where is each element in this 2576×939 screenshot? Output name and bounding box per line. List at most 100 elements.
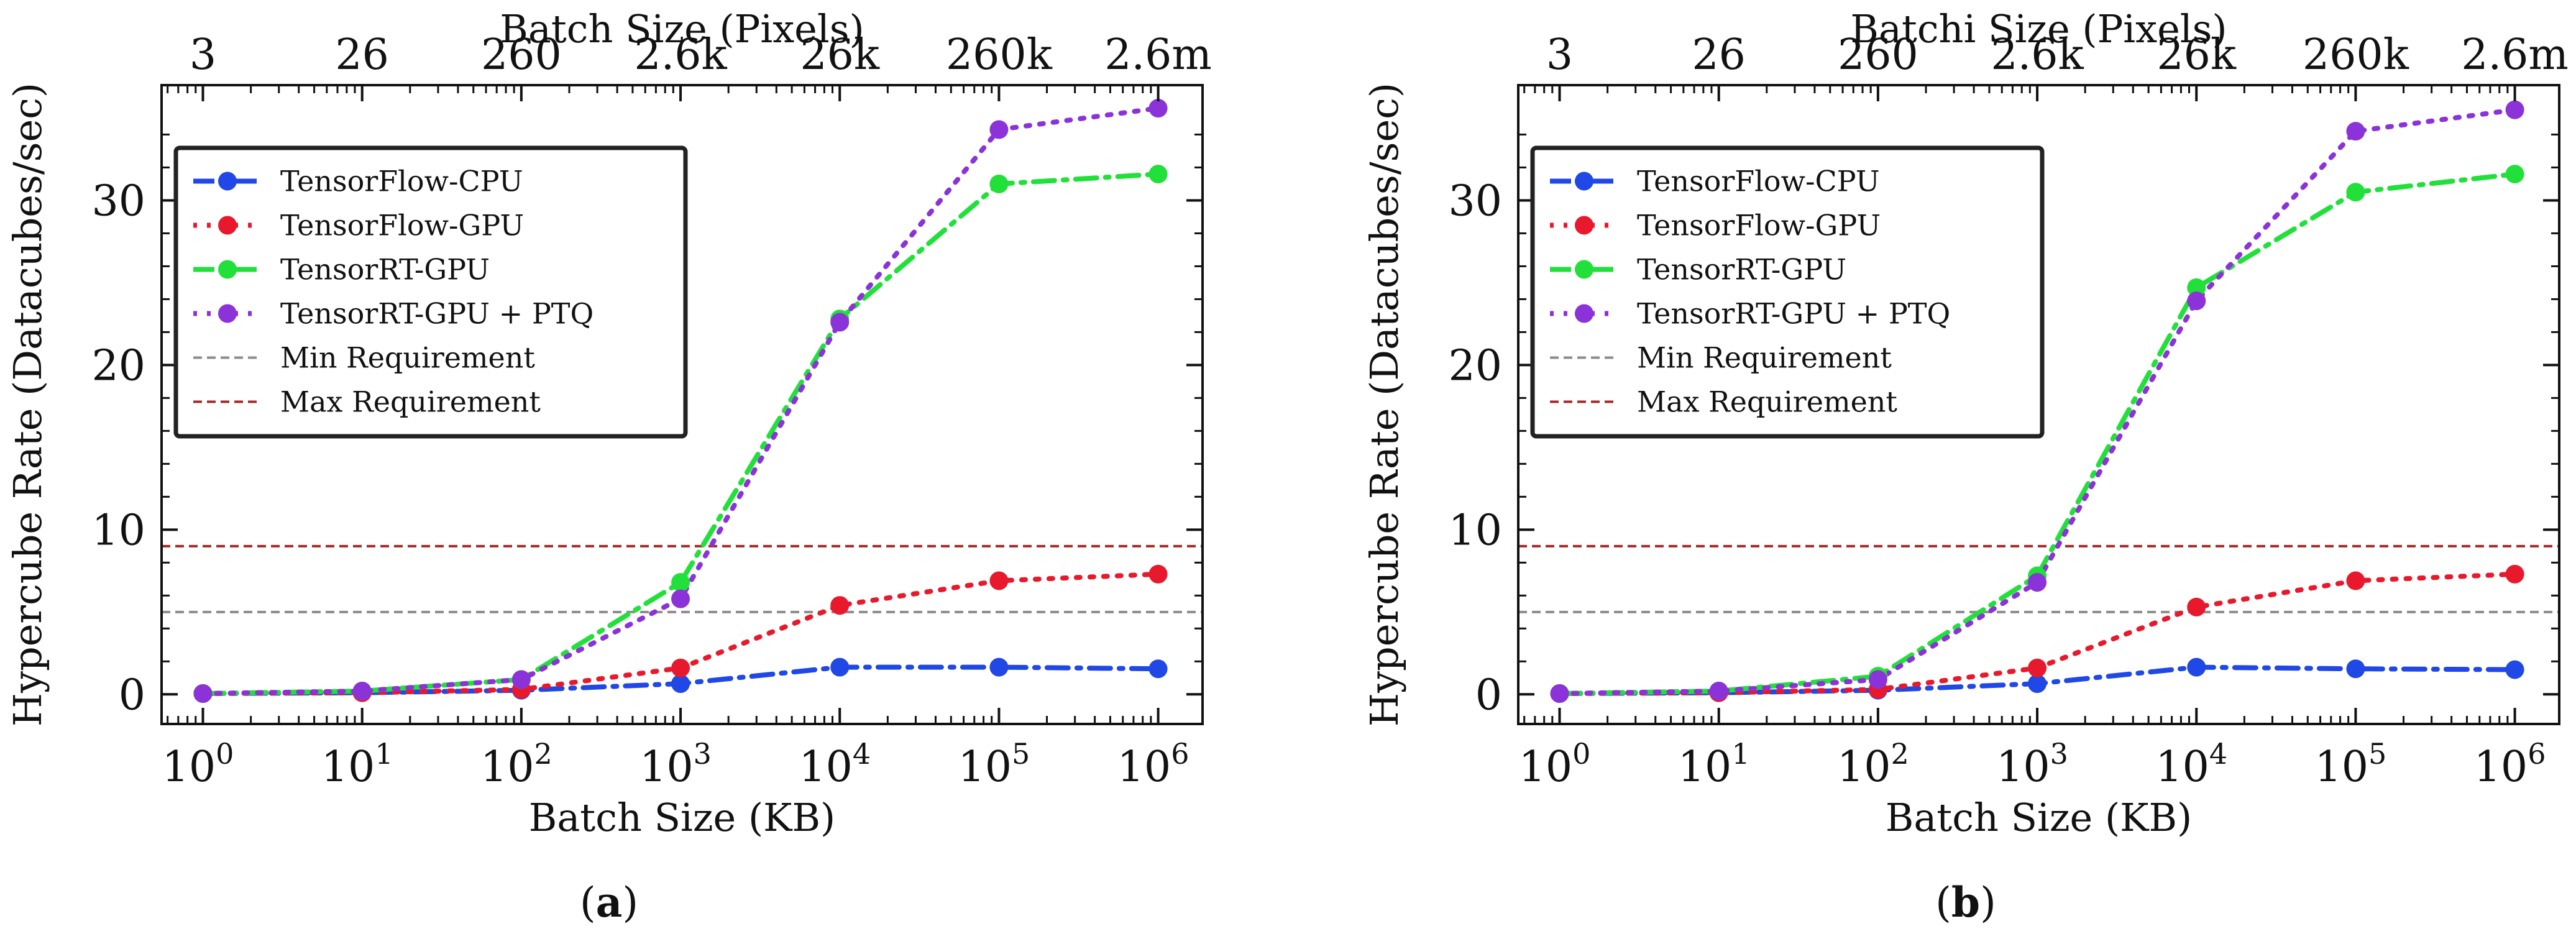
legend-label: TensorFlow-CPU bbox=[280, 165, 523, 198]
data-point-s3-6 bbox=[2505, 100, 2524, 119]
x-tick-label: 105 bbox=[2315, 737, 2387, 792]
legend: TensorFlow-CPU TensorFlow-GPU TensorRT-GPU… bbox=[173, 145, 688, 439]
x-tick-label: 104 bbox=[799, 737, 871, 792]
data-point-s0-4 bbox=[830, 657, 850, 677]
data-point-s0-4 bbox=[2187, 657, 2206, 677]
data-point-s3-2 bbox=[1868, 670, 1887, 689]
legend-label: TensorFlow-CPU bbox=[1637, 165, 1880, 198]
x-top-tick-label: 260 bbox=[481, 30, 562, 80]
data-point-s2-6 bbox=[2505, 165, 2524, 184]
legend-swatch-marker bbox=[218, 172, 237, 191]
x-top-tick-label: 2.6k bbox=[1991, 30, 2084, 80]
data-point-s1-5 bbox=[2346, 571, 2365, 590]
data-point-s3-5 bbox=[989, 120, 1009, 139]
y-tick-label: 30 bbox=[91, 176, 145, 226]
x-tick-label: 104 bbox=[2155, 737, 2227, 792]
legend-swatch-marker bbox=[218, 304, 237, 323]
chart-panel-b: 1003101261022601032.6k10426k105260k1062.… bbox=[1362, 6, 2569, 927]
axes-frame bbox=[1517, 84, 2560, 725]
data-point-s2-3 bbox=[671, 573, 690, 592]
x-tick-label: 106 bbox=[2474, 737, 2546, 792]
x-top-tick-label: 2.6m bbox=[1104, 30, 1212, 80]
data-point-s0-6 bbox=[1148, 659, 1168, 679]
data-point-s1-3 bbox=[671, 658, 690, 677]
data-point-s2-5 bbox=[989, 174, 1009, 193]
panel-label: (a) bbox=[580, 878, 638, 927]
data-point-s1-6 bbox=[1148, 564, 1168, 584]
x-top-axis-title: Batchi Size (Pixels) bbox=[1850, 6, 2227, 52]
legend-swatch-marker bbox=[218, 216, 237, 235]
legend-label: Max Requirement bbox=[280, 385, 541, 419]
x-top-tick-label: 26k bbox=[2157, 30, 2237, 80]
y-tick-label: 20 bbox=[91, 341, 145, 390]
y-axis-title: Hypercube Rate (Datacubes/sec) bbox=[1362, 83, 1407, 726]
legend-label: Min Requirement bbox=[280, 341, 535, 375]
data-point-s0-3 bbox=[2028, 674, 2047, 694]
data-point-s0-5 bbox=[989, 657, 1009, 677]
x-tick-label: 101 bbox=[1678, 737, 1750, 792]
data-point-s3-4 bbox=[2187, 291, 2206, 311]
legend-label: TensorRT-GPU bbox=[280, 253, 490, 286]
data-point-s3-1 bbox=[1709, 682, 1728, 701]
y-tick-label: 30 bbox=[1448, 176, 1502, 226]
y-tick-label: 0 bbox=[1475, 671, 1502, 720]
data-point-s2-5 bbox=[2346, 183, 2365, 202]
x-top-tick-label: 26k bbox=[800, 30, 880, 80]
x-top-tick-label: 2.6m bbox=[2461, 30, 2569, 80]
data-point-s0-3 bbox=[671, 674, 690, 694]
data-point-s3-0 bbox=[193, 684, 213, 703]
data-point-s3-4 bbox=[830, 313, 850, 332]
data-point-s1-4 bbox=[830, 596, 850, 615]
x-tick-label: 103 bbox=[1996, 737, 2068, 792]
y-tick-label: 0 bbox=[119, 671, 145, 720]
data-point-s3-5 bbox=[2346, 122, 2365, 141]
y-tick-label: 10 bbox=[91, 506, 145, 555]
legend-label: TensorFlow-GPU bbox=[280, 209, 524, 242]
legend: TensorFlow-CPU TensorFlow-GPU TensorRT-GPU… bbox=[1530, 145, 2045, 439]
x-axis-title: Batch Size (KB) bbox=[1886, 795, 2192, 840]
x-tick-label: 100 bbox=[162, 737, 234, 792]
y-tick-label: 10 bbox=[1448, 506, 1502, 555]
legend-swatch-marker bbox=[1575, 304, 1593, 323]
x-top-tick-label: 26 bbox=[1692, 30, 1746, 80]
x-tick-label: 102 bbox=[480, 737, 552, 792]
legend-label: TensorRT-GPU + PTQ bbox=[1637, 297, 1950, 331]
x-tick-label: 102 bbox=[1837, 737, 1909, 792]
x-top-tick-label: 260 bbox=[1838, 30, 1918, 80]
legend-swatch-marker bbox=[1575, 260, 1593, 279]
legend-label: Min Requirement bbox=[1637, 341, 1892, 375]
data-point-s3-3 bbox=[2028, 573, 2047, 592]
x-top-tick-label: 2.6k bbox=[634, 30, 727, 80]
legend-label: TensorFlow-GPU bbox=[1637, 209, 1881, 242]
legend-frame bbox=[173, 145, 688, 439]
x-tick-label: 106 bbox=[1117, 737, 1189, 792]
data-point-s0-5 bbox=[2346, 659, 2365, 679]
data-point-s0-6 bbox=[2505, 660, 2524, 679]
data-point-s3-0 bbox=[1550, 684, 1569, 703]
y-tick-label: 20 bbox=[1448, 341, 1502, 390]
legend-label: TensorRT-GPU bbox=[1637, 253, 1846, 286]
x-tick-label: 101 bbox=[321, 737, 393, 792]
x-top-tick-label: 3 bbox=[1546, 30, 1573, 80]
legend-label: TensorRT-GPU + PTQ bbox=[280, 297, 594, 331]
data-point-s3-6 bbox=[1148, 99, 1168, 118]
data-point-s1-5 bbox=[989, 571, 1009, 590]
axes-frame bbox=[160, 84, 1204, 725]
x-top-tick-label: 260k bbox=[2303, 30, 2409, 80]
data-point-s3-2 bbox=[511, 670, 531, 689]
legend-frame bbox=[1530, 145, 2045, 439]
x-top-axis-title: Batch Size (Pixels) bbox=[500, 6, 864, 52]
data-point-s3-1 bbox=[352, 682, 372, 701]
legend-swatch-marker bbox=[1575, 172, 1593, 191]
x-tick-label: 105 bbox=[958, 737, 1030, 792]
data-point-s2-6 bbox=[1148, 165, 1168, 184]
legend-swatch-marker bbox=[1575, 216, 1593, 235]
x-tick-label: 103 bbox=[639, 737, 712, 792]
y-axis-title: Hypercube Rate (Datacubes/sec) bbox=[5, 83, 50, 726]
legend-label: Max Requirement bbox=[1637, 385, 1897, 419]
data-point-s1-3 bbox=[2028, 658, 2047, 677]
data-point-s1-4 bbox=[2187, 597, 2206, 616]
x-tick-label: 100 bbox=[1519, 737, 1591, 792]
data-layer bbox=[193, 99, 1168, 703]
legend-swatch-marker bbox=[218, 260, 237, 279]
